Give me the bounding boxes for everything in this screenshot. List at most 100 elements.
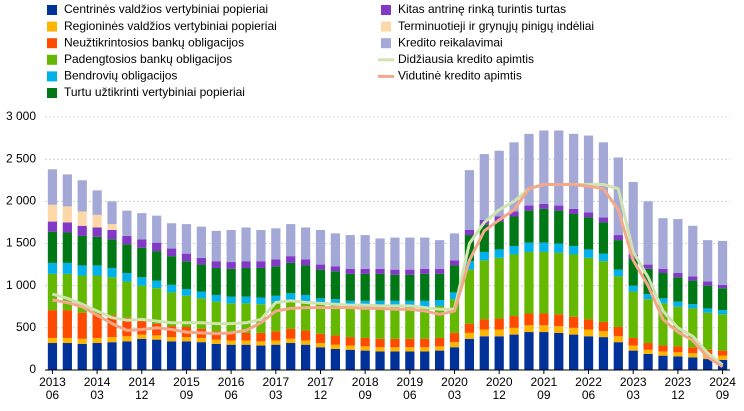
bar-segment <box>181 224 192 254</box>
bar-segment <box>449 233 460 261</box>
bar-segment <box>300 344 311 370</box>
bar-segment <box>628 181 638 255</box>
bar-segment <box>152 251 162 281</box>
bar-segment <box>330 344 340 349</box>
legend-label: Terminuotieji ir grynųjų pinigų indėliai <box>398 19 594 33</box>
bar-segment <box>405 351 415 370</box>
bar-segment <box>62 273 72 311</box>
bar-segment <box>509 211 519 217</box>
bar-segment <box>315 333 326 344</box>
bar-segment <box>375 273 385 301</box>
bar-segment <box>181 253 192 262</box>
bar-segment <box>107 337 117 343</box>
bar-segment <box>539 313 549 326</box>
bar-segment <box>717 310 728 315</box>
bar-segment <box>77 275 87 313</box>
legend-label: Turtu užtikrinti vertybiniai popieriai <box>64 85 245 99</box>
bar-segment <box>226 268 236 297</box>
bar-segment <box>107 239 117 268</box>
bar-segment <box>256 345 266 370</box>
bar-segment <box>688 347 698 354</box>
bar-segment <box>420 347 430 352</box>
bar-segment <box>47 262 58 274</box>
bar-segment <box>554 210 564 244</box>
bar-segment <box>449 292 460 300</box>
bar-segment <box>643 294 653 300</box>
bar-segment <box>300 330 311 341</box>
bar-segment <box>315 230 326 265</box>
bar-segment <box>226 332 236 341</box>
bar-segment <box>643 349 653 354</box>
bar-segment <box>643 353 653 370</box>
legend-swatch <box>381 38 391 49</box>
bar-segment <box>420 306 430 339</box>
bar-segment <box>688 280 698 305</box>
bar-segment <box>360 350 370 370</box>
bar-segment <box>77 343 87 370</box>
bar-segment <box>196 226 206 258</box>
legend-label: Kitas antrinę rinką turintis turtas <box>398 2 566 16</box>
bar-segment <box>107 267 117 278</box>
bar-segment <box>256 297 266 305</box>
bar-segment <box>554 243 564 253</box>
bar-segment <box>569 133 579 209</box>
bar-segment <box>300 227 311 260</box>
bar-segment <box>658 345 668 352</box>
bar-segment <box>360 235 370 269</box>
bar-segment <box>62 343 72 370</box>
bar-segment <box>166 248 177 257</box>
bar-segment <box>583 249 594 258</box>
bar-segment <box>673 301 683 307</box>
bar-segment <box>62 174 72 207</box>
bar-segment <box>286 256 296 263</box>
bar-segment <box>166 292 177 327</box>
bar-segment <box>122 235 132 245</box>
bar-segment <box>688 357 698 370</box>
bar-segment <box>300 294 311 302</box>
bar-segment <box>107 230 117 240</box>
bar-segment <box>658 355 668 370</box>
bar-segment <box>643 268 653 295</box>
bar-segment <box>569 213 579 247</box>
bar-segment <box>241 332 251 341</box>
bar-segment <box>211 339 221 344</box>
bar-segment <box>390 351 400 370</box>
x-tick-label: 2018 09 <box>351 375 379 402</box>
bar-segment <box>137 213 147 240</box>
bar-segment <box>211 230 221 262</box>
bar-segment <box>509 316 519 328</box>
bar-segment <box>435 346 445 351</box>
bar-segment <box>300 265 311 295</box>
bar-segment <box>554 314 564 327</box>
bar-segment <box>315 343 326 348</box>
legend-swatch <box>47 88 57 98</box>
bar-segment <box>226 230 236 263</box>
bar-segment <box>241 344 251 370</box>
bar-segment <box>107 224 117 231</box>
bar-segment <box>464 170 475 231</box>
bar-segment <box>673 273 683 278</box>
bar-segment <box>181 341 192 370</box>
bar-segment <box>494 249 504 258</box>
bar-segment <box>658 303 668 346</box>
x-tick-label: 2016 06 <box>217 375 245 402</box>
bar-segment <box>405 347 415 352</box>
x-tick-label: 2017 12 <box>307 375 334 402</box>
bar-segment <box>166 326 177 338</box>
bar-segment <box>47 310 58 338</box>
bar-segment <box>539 325 549 333</box>
bar-segment <box>658 351 668 356</box>
y-tick-label: 2 500 <box>6 151 36 165</box>
bar-segment <box>211 261 221 268</box>
bar-segment <box>211 267 221 295</box>
line-series <box>51 183 724 367</box>
bar-segment <box>643 299 653 344</box>
bar-segment <box>196 291 206 299</box>
bar-segment <box>658 268 668 274</box>
bar-segment <box>315 304 326 334</box>
bar-segment <box>628 337 638 346</box>
bar-segment <box>420 237 430 269</box>
bar-segment <box>435 350 445 370</box>
bar-segment <box>47 169 58 205</box>
bar-segment <box>509 327 519 335</box>
